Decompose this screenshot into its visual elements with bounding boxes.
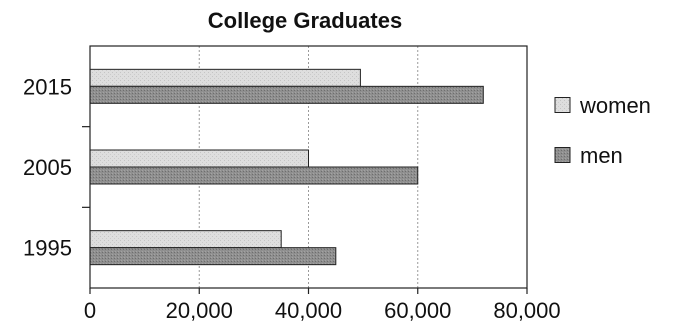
legend-label-women: women <box>579 93 651 118</box>
bar-women-2005 <box>89 149 309 168</box>
x-tick-label: 40,000 <box>275 298 342 323</box>
legend-swatch-women <box>554 97 571 113</box>
legend: women men <box>554 93 651 168</box>
y-tick-label: 2015 <box>23 74 72 99</box>
bar-women-2015 <box>89 68 361 87</box>
chart-title: College Graduates <box>208 8 402 33</box>
bars <box>89 68 484 266</box>
bar-men-1995 <box>89 247 337 266</box>
legend-label-men: men <box>580 143 623 168</box>
y-tick-label: 2005 <box>23 155 72 180</box>
x-tick-label: 20,000 <box>166 298 233 323</box>
bar-men-2005 <box>89 166 419 185</box>
bar-women-1995 <box>89 230 282 249</box>
y-tick-label: 1995 <box>23 236 72 261</box>
x-tick-label: 60,000 <box>384 298 451 323</box>
legend-swatch-men <box>554 147 571 163</box>
axes: 0 20,000 40,000 60,000 80,000 2015 2005 1995 <box>23 74 561 323</box>
x-tick-label: 0 <box>84 298 96 323</box>
x-tick-label: 80,000 <box>493 298 560 323</box>
bar-men-2015 <box>89 85 484 104</box>
